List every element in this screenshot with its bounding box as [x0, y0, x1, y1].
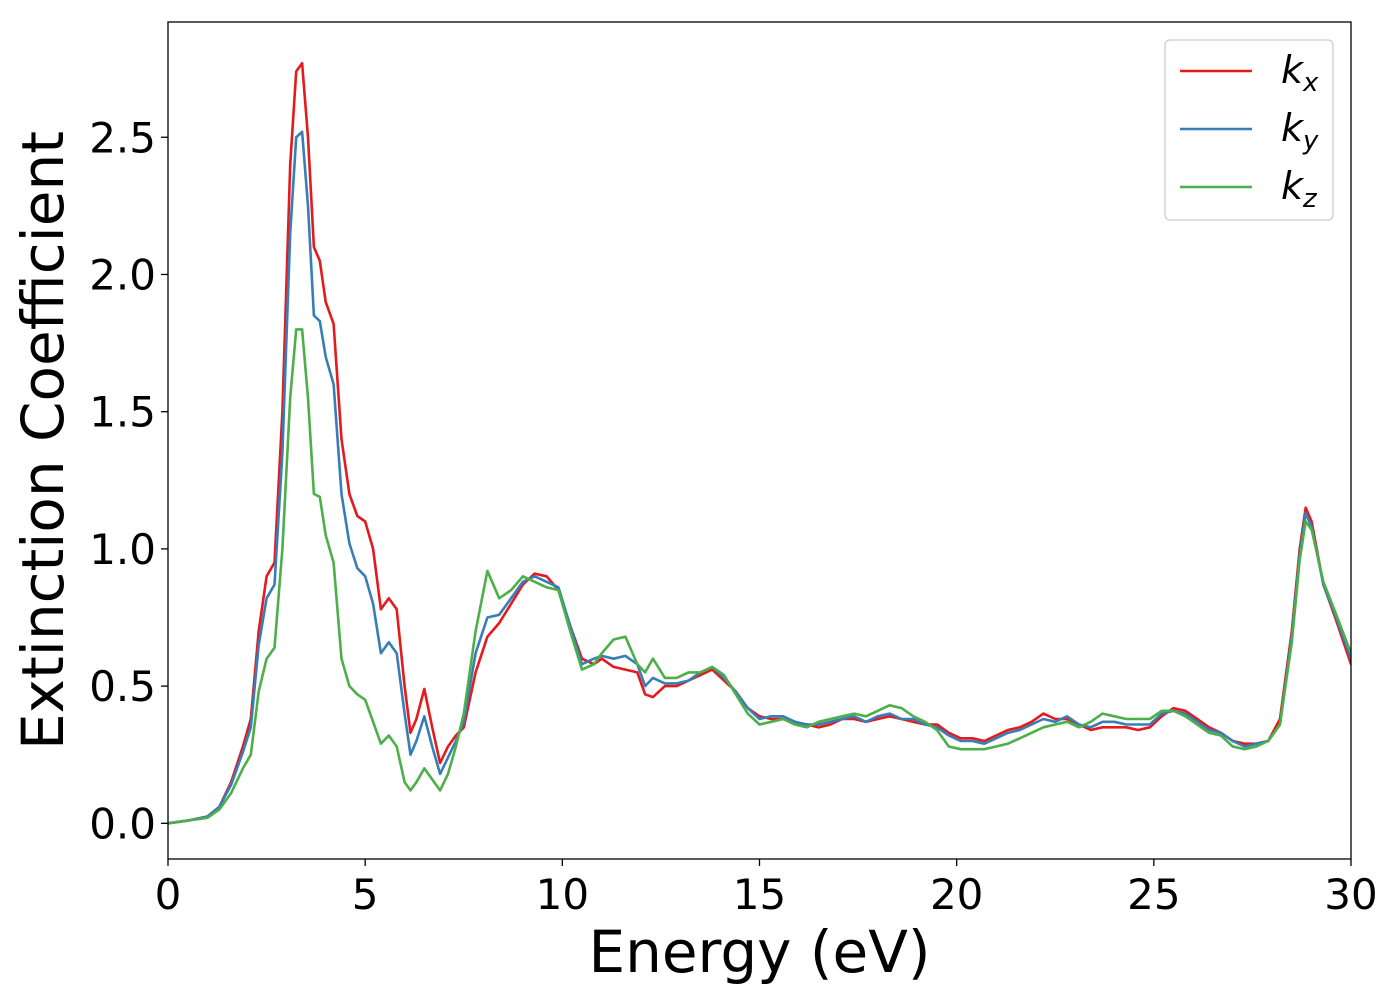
y-tick-label: 1.0	[89, 525, 156, 574]
y-tick-label: 0.0	[89, 799, 156, 848]
x-axis-title: Energy (eV)	[588, 918, 930, 986]
legend-label-ky: ky	[1281, 106, 1319, 156]
y-tick-label: 0.5	[89, 662, 156, 711]
legend-label-kx: kx	[1281, 48, 1319, 98]
legend-label-subscript: z	[1302, 184, 1318, 214]
x-tick-label: 15	[733, 870, 786, 919]
x-axis: 0 5 10 15 20 25 30	[155, 859, 1378, 919]
y-tick-label: 1.5	[89, 388, 156, 437]
series-line-kx	[168, 61, 1351, 825]
legend-label-symbol: k	[1281, 164, 1305, 208]
series-line-kz	[168, 328, 1351, 825]
legend-label-symbol: k	[1281, 48, 1305, 92]
y-tick-label: 2.5	[89, 113, 156, 162]
legend-label-subscript: x	[1302, 68, 1319, 98]
y-tick-label: 2.0	[89, 250, 156, 299]
x-tick-label: 25	[1127, 870, 1180, 919]
x-tick-label: 20	[930, 870, 983, 919]
y-axis: 0.0 0.5 1.0 1.5 2.0 2.5	[89, 113, 168, 848]
x-tick-label: 5	[352, 870, 379, 919]
legend-label-symbol: k	[1281, 106, 1305, 150]
x-tick-label: 10	[536, 870, 589, 919]
y-axis-title: Extinction Coefficient	[9, 131, 77, 750]
series-layer	[168, 61, 1351, 825]
x-tick-label: 30	[1324, 870, 1377, 919]
legend-label-kz: kz	[1281, 164, 1318, 214]
x-tick-label: 0	[155, 870, 182, 919]
legend-label-subscript: y	[1302, 126, 1319, 156]
